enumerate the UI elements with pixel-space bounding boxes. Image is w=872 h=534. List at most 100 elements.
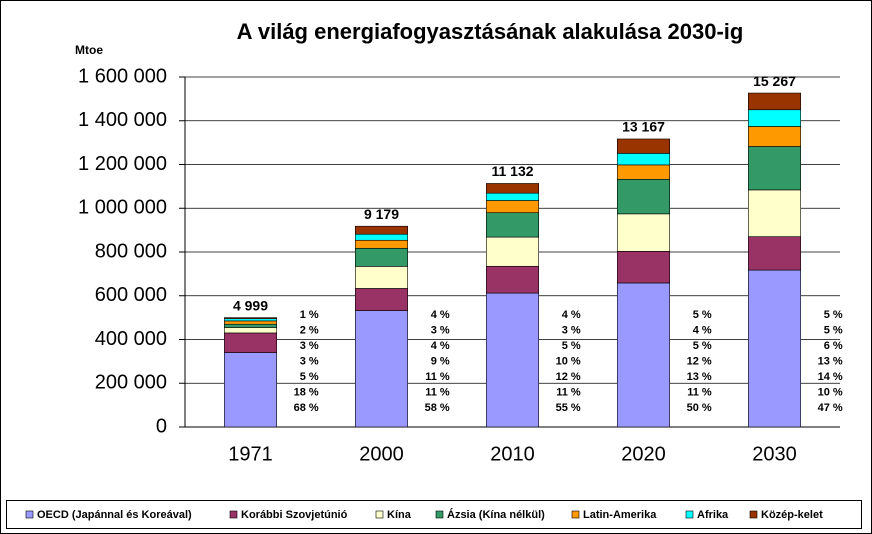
bar-segment [224,320,278,325]
bar-segment [485,192,539,201]
bar-segment [485,183,539,194]
percent-label: 50 % [687,402,712,414]
x-tick-label: 2000 [359,443,404,465]
percent-label: 5 % [693,340,712,352]
total-label: 15 267 [753,73,796,89]
y-tick-label: 800 000 [95,240,167,262]
percent-label: 11 % [556,386,581,398]
bar-segment [616,282,670,428]
bar-segment [224,352,278,428]
percent-label: 18 % [294,386,319,398]
legend-swatch [375,510,384,519]
bar-segment [354,247,408,267]
bar-segment [616,178,670,215]
legend-box [6,500,862,529]
bar-segment [616,213,670,252]
x-tick-label: 2010 [490,443,535,465]
y-tick-label: 600 000 [95,284,167,306]
legend-label: Latin-Amerika [583,509,657,521]
y-tick-label: 1 200 000 [78,153,167,175]
percent-label: 1 % [300,309,319,321]
percent-label: 5 % [824,309,843,321]
percent-label: 11 % [425,386,450,398]
legend-label: OECD (Japánnal és Koreával) [37,509,192,521]
percent-label: 2 % [300,324,319,336]
bar-segment [485,212,539,238]
x-tick-label: 1971 [228,443,273,465]
legend-label: Ázsia (Kína nélkül) [447,508,545,521]
bar-segment [616,138,670,154]
legend-label: Kína [387,509,412,521]
bar-segment [354,266,408,289]
bar-segment [224,332,278,353]
bar-segment [485,200,539,213]
bar-segment [224,327,278,334]
total-label: 13 167 [622,119,665,135]
y-tick-label: 0 [156,415,167,437]
legend-label: Korábbi Szovjetúnió [241,509,348,521]
percent-label: 12 % [556,371,581,383]
percent-label: 11 % [425,371,450,383]
legend-swatch [229,510,238,519]
percent-label: 5 % [562,340,581,352]
bar-segment [747,126,801,147]
percent-label: 14 % [818,371,843,383]
bar-segment [224,317,278,320]
percent-label: 4 % [431,340,450,352]
y-tick-label: 1 400 000 [78,109,167,131]
percent-label: 3 % [431,324,450,336]
percent-label: 47 % [818,402,843,414]
percent-label: 13 % [818,355,843,367]
total-label: 11 132 [491,163,533,179]
bar-segment [616,153,670,166]
legend-swatch [685,510,694,519]
percent-label: 10 % [556,355,581,367]
y-tick-label: 1 600 000 [78,65,167,87]
percent-label: 9 % [431,355,450,367]
x-tick-label: 2020 [621,443,666,465]
bar-segment [747,146,801,191]
bar-segment [485,265,539,294]
percent-label: 5 % [300,371,319,383]
bar-segment [354,288,408,311]
percent-label: 5 % [693,309,712,321]
y-axis-label: Mtoe [75,43,103,57]
bar-segment [224,318,278,322]
chart-title: A világ energiafogyasztásának alakulása … [237,19,744,44]
percent-label: 3 % [562,324,581,336]
percent-label: 6 % [824,340,843,352]
y-tick-label: 1 000 000 [78,197,167,219]
bar-segment [354,239,408,249]
bar-segment [747,92,801,111]
legend-label: Közép-kelet [761,509,823,521]
percent-label: 5 % [824,324,843,336]
percent-label: 68 % [294,402,319,414]
legend-swatch [435,510,444,519]
bar-segment [485,236,539,267]
x-tick-label: 2030 [752,443,797,465]
legend-swatch [749,510,758,519]
total-label: 4 999 [233,297,268,313]
percent-label: 58 % [425,402,450,414]
bar-segment [747,269,801,428]
percent-label: 4 % [431,309,450,321]
bar-segment [354,225,408,235]
bar-segment [485,292,539,428]
percent-label: 3 % [300,340,319,352]
y-tick-label: 400 000 [95,328,167,350]
legend-swatch [25,510,34,519]
bar-segment [224,323,278,328]
bar-segment [747,236,801,271]
bar-segment [354,233,408,241]
bar-segment [616,251,670,284]
bar-segment [354,310,408,428]
bar-segment [747,109,801,127]
percent-label: 4 % [693,324,712,336]
legend-swatch [571,510,580,519]
y-tick-label: 200 000 [95,372,167,394]
total-label: 9 179 [364,206,399,222]
percent-label: 10 % [818,386,843,398]
percent-label: 12 % [687,355,712,367]
